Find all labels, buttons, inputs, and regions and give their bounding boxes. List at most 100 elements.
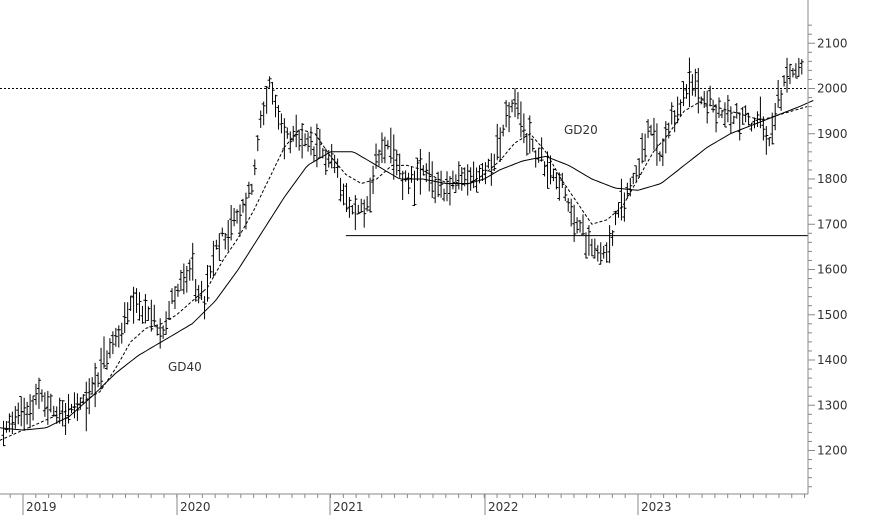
price-bar — [622, 192, 627, 222]
price-bar — [415, 157, 420, 181]
price-bar — [164, 311, 169, 335]
price-bar — [391, 134, 396, 180]
price-bar — [459, 167, 464, 191]
price-bar — [306, 132, 311, 152]
price-bar — [208, 265, 213, 279]
price-bar — [507, 102, 512, 133]
price-bar — [48, 393, 53, 413]
price-bar — [586, 225, 591, 256]
x-tick-label: 2020 — [180, 500, 211, 514]
price-bar — [693, 68, 698, 97]
price-bar — [353, 195, 358, 231]
price-bar — [249, 183, 254, 195]
price-bar — [246, 181, 251, 199]
price-bar — [501, 124, 506, 137]
price-bar — [193, 279, 198, 302]
price-bar — [34, 383, 39, 405]
price-bar — [480, 162, 485, 181]
price-bar — [746, 112, 751, 126]
price-bar — [235, 209, 240, 224]
price-bar — [397, 153, 402, 178]
price-bar — [560, 172, 565, 189]
price-bar — [19, 396, 24, 427]
price-bar — [669, 102, 674, 125]
price-bar — [232, 207, 237, 227]
price-bar — [303, 133, 308, 147]
price-bar — [125, 302, 130, 325]
price-bar — [226, 220, 231, 252]
price-bar — [379, 132, 384, 163]
price-bar — [492, 153, 497, 172]
price-bar — [335, 158, 340, 178]
price-bar — [513, 88, 517, 118]
price-bar — [444, 171, 449, 202]
price-bar — [255, 135, 260, 152]
price-bar — [122, 302, 127, 334]
price-bar — [113, 327, 118, 347]
price-bar — [539, 137, 544, 162]
price-bar — [427, 151, 432, 192]
price-bar — [69, 403, 74, 413]
price-bar — [264, 86, 269, 114]
price-bar — [684, 84, 689, 99]
y-tick-label: 2000 — [817, 82, 848, 96]
reference-lines — [0, 88, 808, 237]
price-bar — [104, 350, 109, 370]
price-bar — [447, 176, 452, 206]
price-bar — [474, 167, 479, 193]
price-bar — [134, 288, 139, 313]
y-tick-label: 1700 — [817, 217, 848, 231]
price-bar — [329, 143, 334, 169]
price-bar — [610, 230, 615, 246]
price-bar — [131, 286, 136, 324]
price-bar — [308, 126, 313, 156]
price-bar — [311, 146, 316, 162]
price-bar — [300, 123, 305, 159]
price-bar — [323, 148, 328, 175]
price-bar — [409, 166, 414, 183]
price-bar — [155, 325, 160, 336]
price-bar — [152, 304, 157, 327]
price-bar — [678, 99, 683, 116]
x-tick-label: 2021 — [333, 500, 364, 514]
price-bar — [39, 389, 44, 402]
price-bar — [338, 177, 343, 202]
price-bar — [202, 296, 207, 320]
price-bar — [495, 123, 500, 161]
price-bar — [365, 196, 370, 212]
price-bar — [22, 397, 27, 431]
price-bar — [536, 147, 541, 163]
price-bar — [78, 397, 83, 410]
y-tick-label: 1200 — [817, 444, 848, 458]
price-bar — [764, 126, 769, 155]
price-bar — [140, 305, 145, 324]
price-bar — [439, 170, 444, 198]
price-bar — [542, 161, 547, 177]
moving-averages — [0, 100, 814, 441]
price-bar — [60, 400, 65, 427]
price-bar — [223, 232, 228, 250]
axes: 1200 1300 1400 1500 1600 1700 1800 1900 2000 2100… — [0, 0, 848, 515]
price-bar — [731, 115, 736, 125]
price-bar — [770, 112, 775, 145]
price-bar — [518, 101, 523, 138]
gd20-label: GD20 — [564, 123, 598, 137]
gd40-line — [0, 100, 814, 431]
price-bar — [601, 245, 606, 259]
price-bar — [403, 170, 408, 182]
y-tick-label: 1900 — [817, 127, 848, 141]
price-bar — [93, 362, 98, 408]
price-bar — [412, 170, 417, 207]
price-bar — [592, 238, 597, 259]
price-bar — [356, 204, 361, 215]
price-bar — [681, 81, 686, 107]
price-bar — [388, 127, 393, 164]
price-bar — [297, 129, 302, 151]
price-bar — [666, 122, 671, 139]
price-bar — [651, 117, 656, 150]
price-bar — [128, 295, 133, 311]
price-bar — [167, 301, 172, 321]
price-bar — [578, 219, 583, 233]
price-bar — [376, 149, 381, 166]
